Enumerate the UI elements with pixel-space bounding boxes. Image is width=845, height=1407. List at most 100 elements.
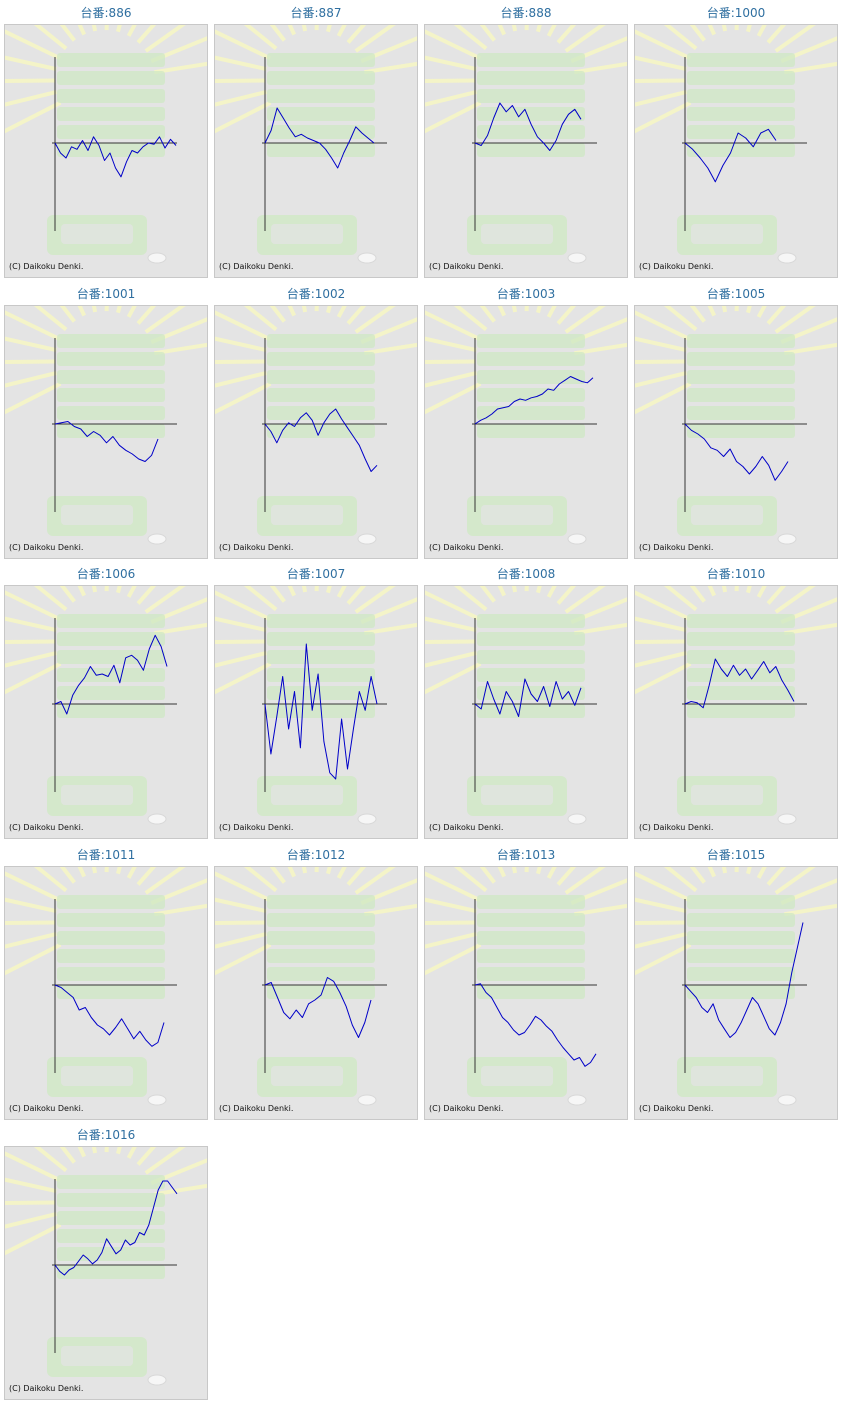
machine-graph-card: 台番:1003 (C) Daikoku Denki.: [424, 285, 628, 559]
graph-frame: (C) Daikoku Denki.: [424, 305, 628, 559]
machine-graph-card: 台番:1010 (C) Daikoku Denki.: [634, 565, 838, 839]
slump-series-line: [54, 136, 177, 178]
machine-number-link[interactable]: 台番:886: [80, 6, 132, 20]
graph-frame: (C) Daikoku Denki.: [4, 1146, 208, 1400]
slump-graph: [215, 25, 417, 264]
machine-number-link[interactable]: 台番:1013: [496, 848, 556, 862]
slump-series-line: [684, 423, 789, 481]
graph-frame: (C) Daikoku Denki.: [424, 866, 628, 1120]
slump-graph: [635, 586, 837, 825]
slump-series-line: [684, 922, 804, 1038]
machine-graph-card: 台番:1007 (C) Daikoku Denki.: [214, 565, 418, 839]
slump-series-line: [264, 977, 372, 1038]
machine-graph-card: 台番:1000 (C) Daikoku Denki.: [634, 4, 838, 278]
machine-number-link[interactable]: 台番:1015: [706, 848, 766, 862]
graph-frame: (C) Daikoku Denki.: [4, 305, 208, 559]
copyright-text: (C) Daikoku Denki.: [639, 823, 714, 832]
copyright-text: (C) Daikoku Denki.: [429, 1104, 504, 1113]
copyright-text: (C) Daikoku Denki.: [219, 823, 294, 832]
graph-frame: (C) Daikoku Denki.: [634, 305, 838, 559]
machine-number-link[interactable]: 台番:888: [500, 6, 552, 20]
copyright-text: (C) Daikoku Denki.: [9, 823, 84, 832]
machine-number-link[interactable]: 台番:1012: [286, 848, 346, 862]
copyright-text: (C) Daikoku Denki.: [9, 543, 84, 552]
machine-graph-card: 台番:886 (C) Daikoku Denki.: [4, 4, 208, 278]
graph-frame: (C) Daikoku Denki.: [4, 866, 208, 1120]
slump-graph: [215, 586, 417, 825]
copyright-text: (C) Daikoku Denki.: [429, 262, 504, 271]
slump-series-line: [264, 408, 378, 472]
watermark-background: [5, 586, 207, 825]
machine-graph-card: 台番:1006 (C) Daikoku Denki.: [4, 565, 208, 839]
graph-frame: (C) Daikoku Denki.: [634, 585, 838, 839]
slump-graph: [5, 306, 207, 545]
machine-number-link[interactable]: 台番:1006: [76, 567, 136, 581]
slump-graph: [635, 867, 837, 1106]
watermark-background: [425, 867, 627, 1106]
copyright-text: (C) Daikoku Denki.: [219, 1104, 294, 1113]
machine-graph-card: 台番:1005 (C) Daikoku Denki.: [634, 285, 838, 559]
slump-graph: [425, 867, 627, 1106]
copyright-text: (C) Daikoku Denki.: [639, 262, 714, 271]
machine-graph-card: 台番:1012 (C) Daikoku Denki.: [214, 846, 418, 1120]
graph-frame: (C) Daikoku Denki.: [634, 24, 838, 278]
watermark-background: [5, 1147, 207, 1386]
copyright-text: (C) Daikoku Denki.: [429, 543, 504, 552]
watermark-background: [5, 25, 207, 264]
watermark-background: [5, 306, 207, 545]
slump-series-line: [264, 643, 378, 780]
graph-frame: (C) Daikoku Denki.: [424, 24, 628, 278]
machine-number-link[interactable]: 台番:1000: [706, 6, 766, 20]
slump-series-line: [54, 984, 165, 1047]
machine-graph-card: 台番:1015 (C) Daikoku Denki.: [634, 846, 838, 1120]
copyright-text: (C) Daikoku Denki.: [219, 262, 294, 271]
machine-number-link[interactable]: 台番:887: [290, 6, 342, 20]
watermark-background: [425, 306, 627, 545]
graph-frame: (C) Daikoku Denki.: [424, 585, 628, 839]
machine-graph-card: 台番:887 (C) Daikoku Denki.: [214, 4, 418, 278]
slump-graph: [215, 867, 417, 1106]
slump-series-line: [54, 1180, 178, 1276]
slump-series-line: [264, 107, 375, 169]
slump-graph: [635, 25, 837, 264]
slump-series-line: [474, 102, 582, 151]
watermark-background: [425, 25, 627, 264]
machine-number-link[interactable]: 台番:1010: [706, 567, 766, 581]
slump-graph: [5, 25, 207, 264]
graph-frame: (C) Daikoku Denki.: [4, 585, 208, 839]
machine-number-link[interactable]: 台番:1016: [76, 1128, 136, 1142]
machine-graph-card: 台番:888 (C) Daikoku Denki.: [424, 4, 628, 278]
slump-graph: [425, 25, 627, 264]
graph-frame: (C) Daikoku Denki.: [634, 866, 838, 1120]
slump-graph: [425, 306, 627, 545]
slump-series-line: [54, 421, 159, 462]
machine-graph-card: 台番:1011 (C) Daikoku Denki.: [4, 846, 208, 1120]
watermark-background: [635, 586, 837, 825]
slump-graph: [5, 867, 207, 1106]
watermark-background: [215, 306, 417, 545]
machine-number-link[interactable]: 台番:1005: [706, 287, 766, 301]
slump-graph: [5, 586, 207, 825]
watermark-background: [635, 867, 837, 1106]
machine-number-link[interactable]: 台番:1011: [76, 848, 136, 862]
slump-series-line: [474, 678, 582, 717]
machine-number-link[interactable]: 台番:1008: [496, 567, 556, 581]
copyright-text: (C) Daikoku Denki.: [639, 543, 714, 552]
machine-number-link[interactable]: 台番:1007: [286, 567, 346, 581]
machine-number-link[interactable]: 台番:1001: [76, 287, 136, 301]
watermark-background: [635, 25, 837, 264]
machine-number-link[interactable]: 台番:1002: [286, 287, 346, 301]
watermark-background: [5, 867, 207, 1106]
copyright-text: (C) Daikoku Denki.: [639, 1104, 714, 1113]
machine-graph-card: 台番:1016 (C) Daikoku Denki.: [4, 1126, 208, 1400]
machine-graph-card: 台番:1013 (C) Daikoku Denki.: [424, 846, 628, 1120]
slump-series-line: [474, 983, 597, 1067]
watermark-background: [215, 25, 417, 264]
graph-frame: (C) Daikoku Denki.: [4, 24, 208, 278]
slump-graph: [5, 1147, 207, 1386]
copyright-text: (C) Daikoku Denki.: [9, 262, 84, 271]
machine-number-link[interactable]: 台番:1003: [496, 287, 556, 301]
slump-graph: [215, 306, 417, 545]
copyright-text: (C) Daikoku Denki.: [429, 823, 504, 832]
machine-graph-card: 台番:1002 (C) Daikoku Denki.: [214, 285, 418, 559]
